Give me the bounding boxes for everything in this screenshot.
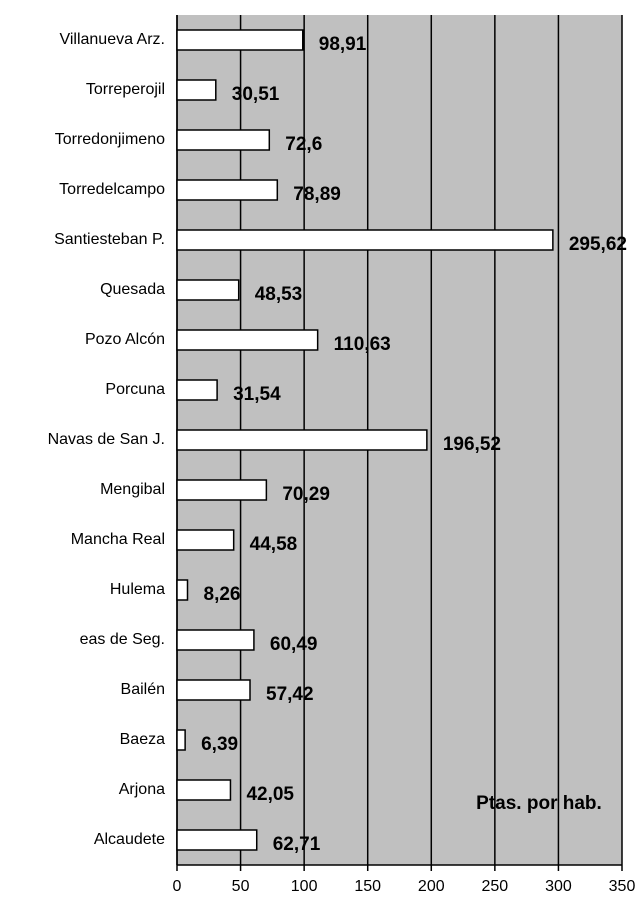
x-tick-label: 200 [418,878,445,895]
value-label: 44,58 [250,534,298,555]
value-label: 60,49 [270,634,318,655]
x-tick-label: 0 [173,878,182,895]
value-label: 295,62 [569,234,627,255]
y-tick-label: Baeza [120,731,165,748]
bar [176,29,304,51]
x-tick-label: 100 [291,878,318,895]
bar [176,429,428,451]
y-tick-label: eas de Seg. [80,631,165,648]
value-label: 42,05 [246,784,294,805]
y-tick-label: Torredonjimeno [55,131,165,148]
value-label: 8,26 [204,584,241,605]
value-label: 70,29 [282,484,330,505]
x-tick-label: 350 [609,878,636,895]
bar [176,529,235,551]
bar [176,779,232,801]
bar [176,579,189,601]
value-label: 6,39 [201,734,238,755]
bar [176,79,217,101]
x-tick-label: 300 [545,878,572,895]
y-tick-label: Torreperojil [86,81,165,98]
y-tick-label: Alcaudete [94,831,165,848]
bar [176,729,186,751]
value-label: 30,51 [232,84,280,105]
bar [176,279,240,301]
value-label: 98,91 [319,34,367,55]
bar [176,179,279,201]
value-label: 72,6 [285,134,322,155]
x-tick-label: 50 [232,878,250,895]
value-label: 48,53 [255,284,303,305]
bar [176,329,319,351]
annotation: Ptas. por hab. [476,793,602,814]
value-label: 78,89 [293,184,341,205]
bar [176,129,271,151]
value-label: 57,42 [266,684,314,705]
y-tick-label: Pozo Alcón [85,331,165,348]
y-tick-label: Arjona [119,781,165,798]
y-tick-label: Santiesteban P. [54,231,165,248]
value-label: 62,71 [273,834,321,855]
value-label: 110,63 [334,334,391,355]
bar [176,229,554,251]
y-tick-label: Hulema [110,581,165,598]
x-tick-label: 250 [482,878,509,895]
y-tick-label: Villanueva Arz. [59,31,165,48]
y-tick-label: Navas de San J. [48,431,165,448]
bar [176,479,268,501]
y-tick-label: Bailén [121,681,165,698]
y-tick-label: Mancha Real [71,531,165,548]
value-label: 196,52 [443,434,501,455]
value-label: 31,54 [233,384,281,405]
x-tick-label: 150 [354,878,381,895]
bar [176,629,255,651]
bar [176,829,258,851]
bar [176,679,251,701]
y-tick-label: Torredelcampo [59,181,165,198]
y-tick-label: Porcuna [105,381,165,398]
y-tick-label: Quesada [100,281,165,298]
bar [176,379,218,401]
y-tick-label: Mengibal [100,481,165,498]
